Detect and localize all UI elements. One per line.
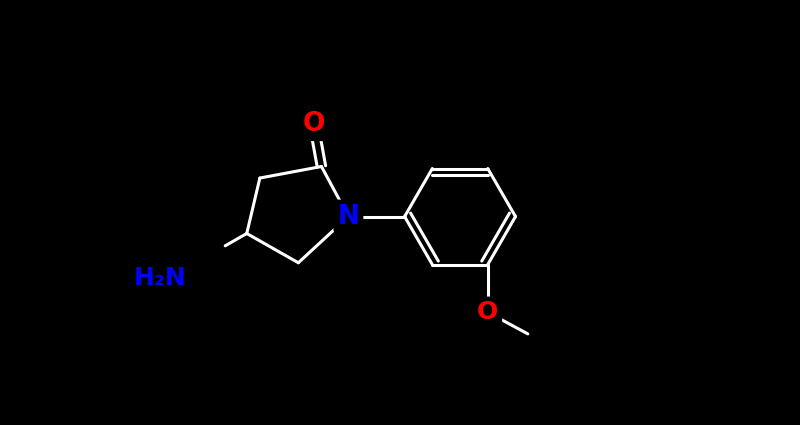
Text: N: N [338,204,359,230]
Text: O: O [302,111,325,137]
Text: O: O [477,300,498,324]
Text: H₂N: H₂N [134,266,186,290]
